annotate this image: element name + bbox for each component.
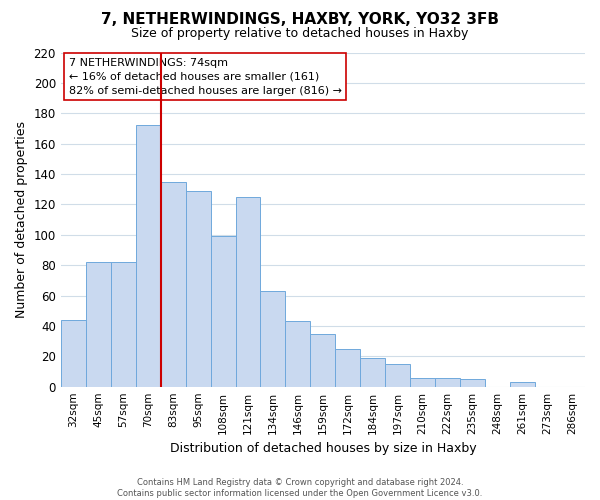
Bar — [510, 382, 535, 386]
Bar — [460, 379, 485, 386]
Bar — [410, 378, 435, 386]
Bar — [310, 334, 335, 386]
Bar — [435, 378, 460, 386]
Bar — [211, 236, 236, 386]
Text: 7 NETHERWINDINGS: 74sqm
← 16% of detached houses are smaller (161)
82% of semi-d: 7 NETHERWINDINGS: 74sqm ← 16% of detache… — [68, 58, 341, 96]
Bar — [361, 358, 385, 386]
Bar — [335, 348, 361, 387]
Y-axis label: Number of detached properties: Number of detached properties — [15, 121, 28, 318]
Text: Size of property relative to detached houses in Haxby: Size of property relative to detached ho… — [131, 28, 469, 40]
Bar — [111, 262, 136, 386]
Bar — [385, 364, 410, 386]
Bar — [136, 126, 161, 386]
Text: 7, NETHERWINDINGS, HAXBY, YORK, YO32 3FB: 7, NETHERWINDINGS, HAXBY, YORK, YO32 3FB — [101, 12, 499, 28]
Bar — [185, 190, 211, 386]
Bar — [161, 182, 185, 386]
Bar — [260, 291, 286, 386]
X-axis label: Distribution of detached houses by size in Haxby: Distribution of detached houses by size … — [170, 442, 476, 455]
Bar — [61, 320, 86, 386]
Bar — [236, 197, 260, 386]
Bar — [286, 322, 310, 386]
Text: Contains HM Land Registry data © Crown copyright and database right 2024.
Contai: Contains HM Land Registry data © Crown c… — [118, 478, 482, 498]
Bar — [86, 262, 111, 386]
